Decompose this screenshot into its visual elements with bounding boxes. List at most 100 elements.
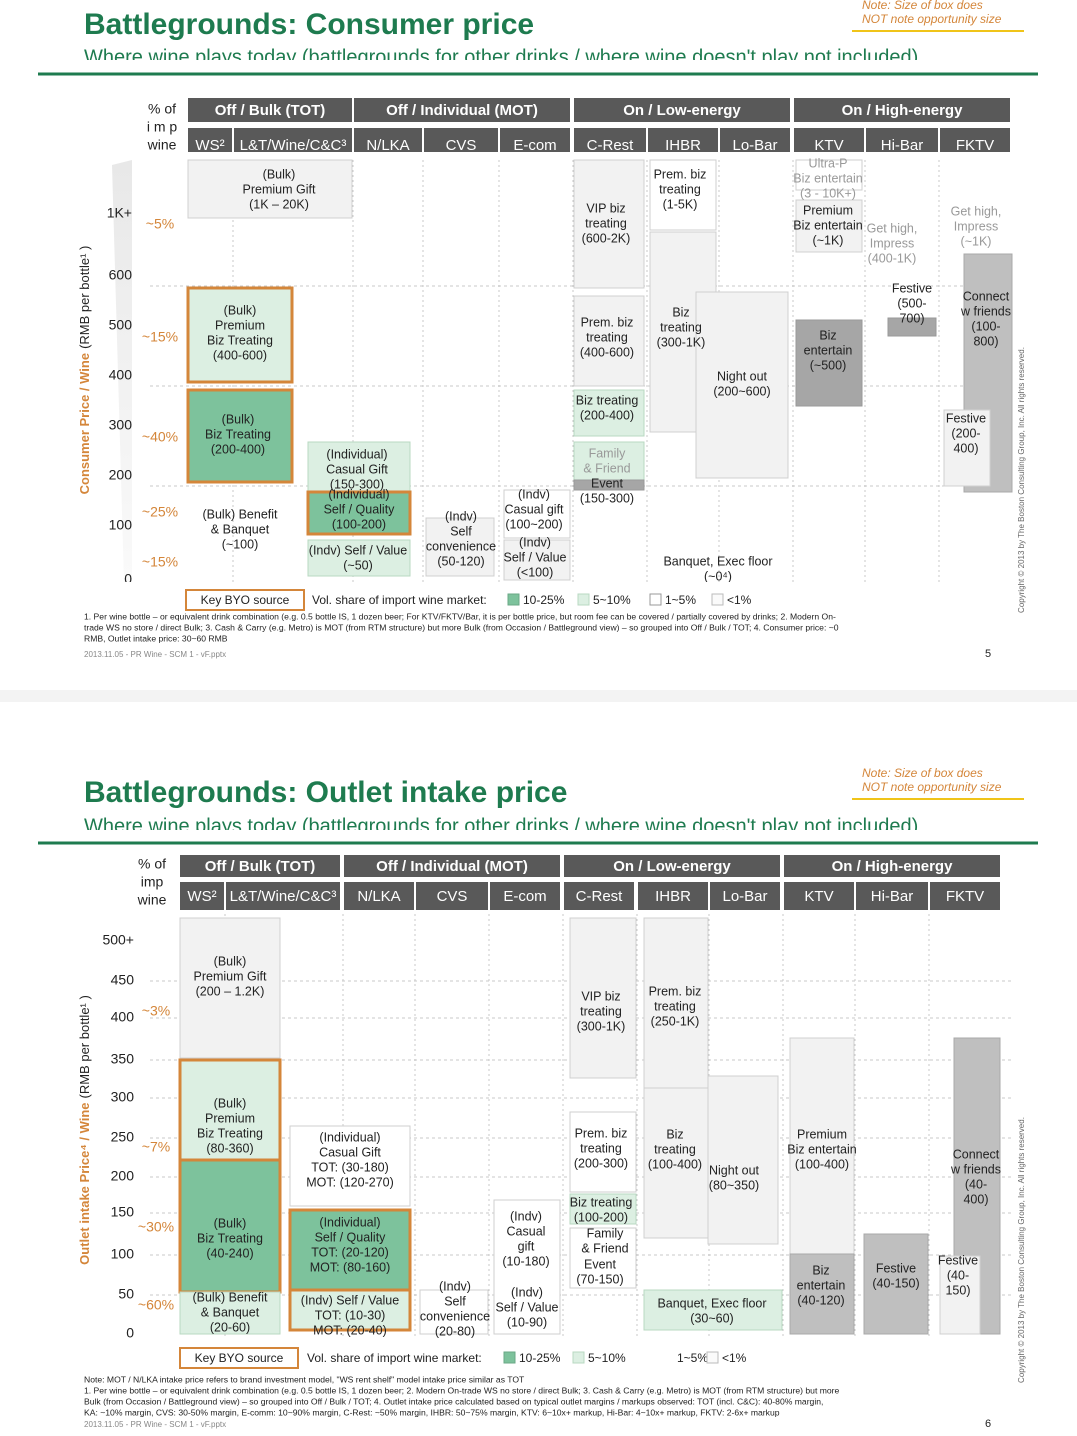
footnote: KA: ~10% margin, CVS: 30-50% margin, E-c… xyxy=(84,1407,780,1417)
legend-key-box xyxy=(185,589,305,611)
y-label: 200 xyxy=(109,467,133,483)
box-label: (100-200) xyxy=(332,517,386,531)
battleground-box xyxy=(503,489,571,539)
box-label: (1K – 20K) xyxy=(249,197,309,211)
y-label: 150 xyxy=(111,1204,135,1220)
battleground-box xyxy=(863,1233,929,1335)
pct-label: ~7% xyxy=(142,1139,170,1155)
legend-title: Vol. share of import wine market: xyxy=(307,1351,482,1365)
slide-subtitle: Where wine plays today (battlegrounds fo… xyxy=(84,46,918,68)
battleground-box xyxy=(186,286,294,384)
column-header-label: KTV xyxy=(804,888,833,905)
box-label: (Indv) xyxy=(445,509,477,523)
battleground-box xyxy=(288,1288,412,1332)
box-label: (250-1K) xyxy=(651,1014,700,1028)
copyright: Copyright © 2013 by The Boston Consultin… xyxy=(1017,1117,1026,1383)
legend-item: <1% xyxy=(727,593,752,607)
group-header-label: On / Low-energy xyxy=(613,858,731,875)
box-label: Get high, xyxy=(867,221,918,235)
box-label: Biz entertain xyxy=(787,1142,857,1156)
y-label: 250 xyxy=(111,1129,135,1145)
column-header-label: IHBR xyxy=(655,888,691,905)
box-label: (Bulk) xyxy=(222,412,255,426)
battleground-box xyxy=(649,159,717,231)
box-label: treating xyxy=(580,1141,622,1155)
box-label: Prem. biz xyxy=(649,984,702,998)
column-header-label: KTV xyxy=(814,137,843,154)
column-header-label: Lo-Bar xyxy=(722,888,767,905)
pct-label: ~40% xyxy=(142,429,178,445)
page-number: 6 xyxy=(985,1418,991,1430)
column-header-label: FKTV xyxy=(946,888,984,905)
box-label: Casual gift xyxy=(504,502,564,516)
group-header xyxy=(784,855,1000,877)
column-header-label: E-com xyxy=(503,888,546,905)
box-label: Biz xyxy=(819,328,836,342)
box-label: Self xyxy=(444,1294,466,1308)
box-label: (~100) xyxy=(222,537,258,551)
box-label: 700) xyxy=(899,311,924,325)
imp-header: % of xyxy=(148,101,176,117)
legend-swatch xyxy=(577,593,590,606)
y-axis-title-part: (RMB per bottle¹ ) xyxy=(77,246,92,349)
column-header-label: L&T/Wine/C&C³ xyxy=(230,888,337,905)
column-header xyxy=(344,882,414,910)
box-label: (10-90) xyxy=(507,1315,547,1329)
footer: 2013.11.05 - PR Wine - SCM 1 - vF.pptx xyxy=(84,1420,226,1429)
box-label: (10-180) xyxy=(502,1254,549,1268)
box-label: (150-300) xyxy=(330,477,384,491)
box-label: (400-1K) xyxy=(868,251,917,265)
box-label: Biz Treating xyxy=(197,1126,263,1140)
battleground-box xyxy=(419,1289,489,1335)
column-header-label: Hi-Bar xyxy=(871,888,914,905)
box-label: TOT: (10-30) xyxy=(315,1308,386,1322)
box-label: Biz xyxy=(672,305,689,319)
battleground-box xyxy=(707,1075,779,1245)
battleground-box xyxy=(789,1253,855,1335)
box-label: (100-200) xyxy=(574,1210,628,1224)
column-header-label: E-com xyxy=(513,137,556,154)
box-label: & Friend xyxy=(583,461,630,475)
column-header-label: Hi-Bar xyxy=(881,137,924,154)
box-label: (40- xyxy=(947,1268,969,1282)
box-label: (Bulk) xyxy=(214,1096,247,1110)
battleground-box xyxy=(503,539,571,581)
battleground-box xyxy=(569,1227,637,1289)
box-label: Event xyxy=(584,1257,616,1271)
slide-subtitle: Where wine plays today (battlegrounds fo… xyxy=(84,815,918,837)
column-header-label: FKTV xyxy=(956,137,994,154)
column-header xyxy=(424,128,498,156)
box-label: (600-2K) xyxy=(582,231,631,245)
box-label: Get high, xyxy=(951,204,1002,218)
legend-item: 5~10% xyxy=(593,593,631,607)
footer: 2013.11.05 - PR Wine - SCM 1 - vF.pptx xyxy=(84,650,226,659)
battleground-box xyxy=(493,1199,561,1335)
box-label: Event xyxy=(591,476,623,490)
box-label: treating xyxy=(586,330,628,344)
group-header xyxy=(344,855,560,877)
box-label: (80-360) xyxy=(206,1141,253,1155)
box-label: (200 – 1.2K) xyxy=(196,984,265,998)
box-label: (Bulk) xyxy=(263,167,296,181)
box-label: (200- xyxy=(951,426,980,440)
y-label: 300 xyxy=(111,1089,135,1105)
battleground-box xyxy=(289,1125,411,1207)
box-label: (Indv) xyxy=(439,1279,471,1293)
y-label: 100 xyxy=(111,1246,135,1262)
box-label: Self xyxy=(450,524,472,538)
footnote: RMB, Outlet intake price: 30~60 RMB xyxy=(84,633,228,643)
y-label: 0 xyxy=(124,571,132,587)
price-wedge xyxy=(112,160,132,582)
box-label: (100~200) xyxy=(505,517,562,531)
box-label: (40- xyxy=(965,1177,987,1191)
box-label: (150-300) xyxy=(580,491,634,505)
box-label: Festive xyxy=(946,411,986,425)
pct-label: ~15% xyxy=(142,329,178,345)
box-label: TOT: (30-180) xyxy=(311,1160,389,1174)
box-label: (Individual) xyxy=(319,1215,380,1229)
pct-label: ~5% xyxy=(146,216,174,232)
battleground-box xyxy=(795,319,863,407)
box-label: (400-600) xyxy=(580,345,634,359)
y-axis-title: Consumer Price / Wine (RMB per bottle¹ ) xyxy=(77,246,92,495)
note: NOT note opportunity size xyxy=(862,780,1002,794)
